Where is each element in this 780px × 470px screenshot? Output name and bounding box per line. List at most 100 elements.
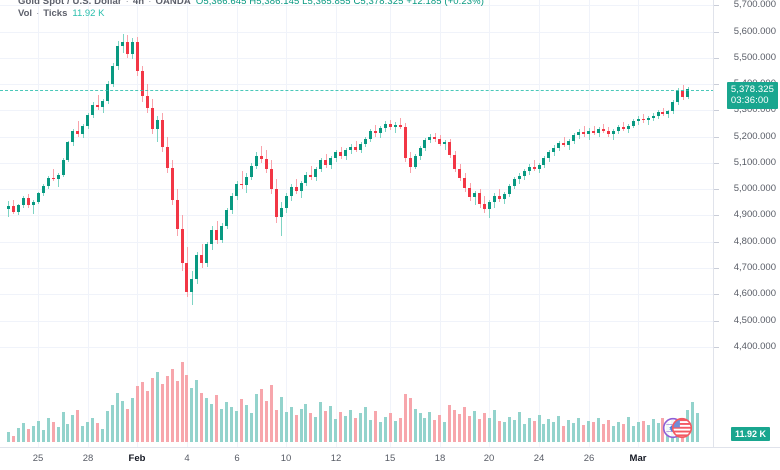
volume-bar xyxy=(423,417,426,442)
volume-bar xyxy=(374,411,377,442)
candle-body xyxy=(181,228,184,263)
volume-bar xyxy=(304,403,307,442)
candle-body xyxy=(62,159,65,175)
candle-body xyxy=(215,229,218,241)
candle-body xyxy=(161,119,164,148)
candle-body xyxy=(612,131,615,134)
candle-body xyxy=(260,155,263,159)
candle-body xyxy=(245,176,248,186)
candle-body xyxy=(409,157,412,167)
candle-wick xyxy=(603,123,605,133)
price-tick-dash xyxy=(714,32,719,33)
candle-body xyxy=(81,126,84,134)
volume-bar xyxy=(453,409,456,442)
candle-body xyxy=(304,174,307,184)
volume-bar xyxy=(409,398,412,442)
candle-body xyxy=(116,45,119,66)
last-price-value: 5,378.325 xyxy=(730,84,774,95)
price-tick-dash xyxy=(714,215,719,216)
candle-body xyxy=(235,183,238,196)
volume-bar xyxy=(597,418,600,442)
price-tick-dash xyxy=(714,163,719,164)
volume-bar xyxy=(22,423,25,442)
candle-body xyxy=(617,126,620,132)
candle-body xyxy=(657,112,660,116)
candle-wick xyxy=(8,201,10,217)
gridline-vertical xyxy=(286,0,287,448)
candle-body xyxy=(572,135,575,142)
candle-wick xyxy=(445,139,447,150)
candle-body xyxy=(523,170,526,177)
candle-body xyxy=(508,186,511,194)
candle-body xyxy=(91,105,94,116)
candle-body xyxy=(557,142,560,148)
candle-body xyxy=(632,121,635,126)
gridline-horizontal xyxy=(0,5,714,6)
volume-bar xyxy=(71,415,74,442)
volume-bar xyxy=(394,420,397,442)
volume-bar xyxy=(468,416,471,442)
candle-body xyxy=(344,150,347,156)
time-tick-label: 24 xyxy=(533,453,545,464)
volume-bar xyxy=(280,397,283,442)
price-scale[interactable]: 5,700.0005,600.0005,500.0005,400.0005,30… xyxy=(713,0,780,448)
candle-wick xyxy=(261,145,263,163)
candle-body xyxy=(518,176,521,180)
volume-bar xyxy=(176,381,179,442)
candle-body xyxy=(389,124,392,128)
candle-body xyxy=(582,131,585,134)
volume-bar xyxy=(151,378,154,442)
candle-body xyxy=(607,130,610,134)
price-tick-label: 5,100.000 xyxy=(733,157,776,168)
eur-usd-flag-pair-icon: € xyxy=(662,417,692,439)
time-tick-label: 20 xyxy=(483,453,495,464)
volume-bar xyxy=(171,368,174,442)
price-tick-dash xyxy=(714,294,719,295)
candle-body xyxy=(528,166,531,171)
candle-body xyxy=(265,158,268,170)
gridline-horizontal xyxy=(0,347,714,348)
volume-bar xyxy=(106,411,109,442)
volume-bar xyxy=(359,413,362,442)
volume-bar xyxy=(592,422,595,442)
price-tick-label: 5,500.000 xyxy=(733,52,776,63)
candle-wick xyxy=(613,129,615,140)
candle-wick xyxy=(281,202,283,237)
volume-bar xyxy=(562,425,565,442)
volume-bar xyxy=(696,412,699,442)
time-scale[interactable]: 25 28 Feb 4 6 10 12 15 18 20 24 26 Mar xyxy=(0,447,780,470)
candle-body xyxy=(374,130,377,134)
volume-bar xyxy=(473,411,476,442)
candle-body xyxy=(379,128,382,134)
price-tick-dash xyxy=(714,58,719,59)
volume-bar xyxy=(324,410,327,442)
candle-body xyxy=(666,111,669,115)
candle-wick xyxy=(564,136,566,148)
gridline-vertical xyxy=(187,0,188,448)
candle-body xyxy=(359,144,362,150)
candle-wick xyxy=(648,116,650,125)
volume-bar xyxy=(513,419,516,442)
gridline-vertical xyxy=(489,0,490,448)
candle-wick xyxy=(663,107,665,117)
price-tick-label: 4,900.000 xyxy=(733,209,776,220)
chart-plot-area[interactable]: € xyxy=(0,0,714,448)
candle-body xyxy=(552,147,555,153)
volume-bar xyxy=(488,417,491,442)
candle-body xyxy=(676,90,679,102)
candle-body xyxy=(47,178,50,187)
gridline-horizontal xyxy=(0,215,714,216)
volume-bar xyxy=(62,412,65,442)
volume-bar xyxy=(240,399,243,442)
candle-body xyxy=(597,129,600,133)
volume-bar xyxy=(181,362,184,442)
volume-bar xyxy=(275,409,278,442)
candle-body xyxy=(32,201,35,206)
volume-bar xyxy=(195,380,198,442)
volume-bar xyxy=(389,412,392,442)
candle-body xyxy=(141,70,144,96)
time-tick-label: Mar xyxy=(629,453,647,464)
volume-bar xyxy=(116,392,119,442)
price-tick-label: 5,300.000 xyxy=(733,104,776,115)
